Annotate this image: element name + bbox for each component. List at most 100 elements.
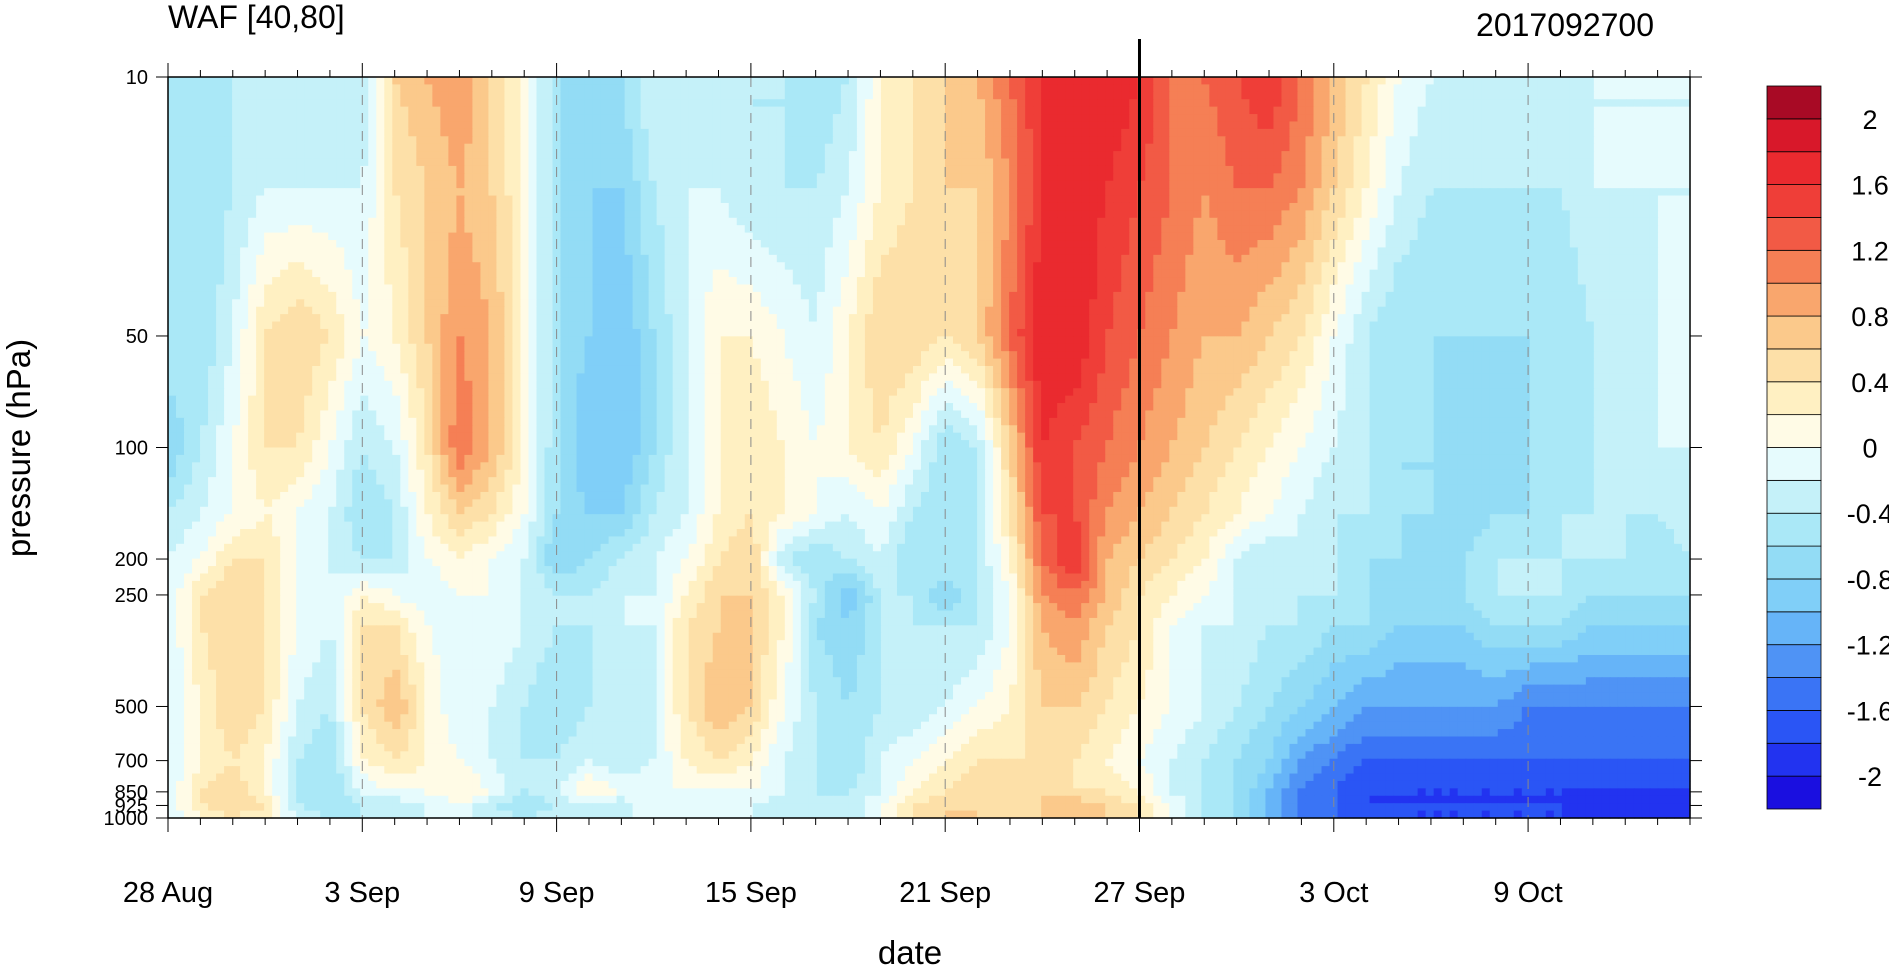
heatmap-cell — [1233, 99, 1243, 108]
heatmap-cell — [760, 165, 770, 174]
heatmap-cell — [784, 217, 794, 226]
heatmap-cell — [985, 232, 994, 241]
heatmap-cell — [1025, 165, 1034, 174]
heatmap-cell — [400, 106, 409, 115]
heatmap-cell — [736, 210, 746, 219]
heatmap-cell — [1041, 99, 1050, 108]
heatmap-cell — [977, 128, 986, 137]
heatmap-cell — [856, 202, 866, 211]
heatmap-cell — [1233, 165, 1243, 174]
heatmap-cell — [1409, 254, 1419, 263]
heatmap-cell — [368, 99, 377, 108]
heatmap-cell — [1273, 77, 1283, 86]
heatmap-cell — [1649, 158, 1659, 167]
heatmap-cell — [496, 240, 506, 249]
heatmap-cell — [608, 91, 618, 100]
heatmap-cell — [576, 247, 586, 256]
heatmap-cell — [1369, 136, 1379, 145]
heatmap-cell — [544, 269, 554, 278]
heatmap-cell — [1561, 114, 1571, 123]
heatmap-cell — [384, 91, 393, 100]
heatmap-cell — [520, 106, 530, 115]
heatmap-cell — [696, 99, 706, 108]
heatmap-cell — [408, 195, 417, 204]
heatmap-cell — [744, 217, 754, 226]
heatmap-cell — [520, 143, 530, 152]
heatmap-cell — [712, 232, 722, 241]
heatmap-cell — [480, 240, 490, 249]
heatmap-cell — [552, 84, 562, 93]
heatmap-cell — [504, 210, 514, 219]
heatmap-cell — [384, 77, 393, 86]
heatmap-cell — [1201, 240, 1210, 249]
heatmap-cell — [1129, 106, 1138, 115]
heatmap-cell — [736, 114, 746, 123]
heatmap-cell — [240, 114, 249, 123]
heatmap-cell — [528, 180, 538, 189]
heatmap-cell — [1609, 173, 1619, 182]
heatmap-cell — [536, 232, 546, 241]
heatmap-cell — [352, 202, 361, 211]
heatmap-cell — [504, 173, 514, 182]
heatmap-cell — [464, 254, 473, 263]
heatmap-cell — [440, 232, 449, 241]
heatmap-cell — [632, 106, 642, 115]
heatmap-cell — [456, 114, 465, 123]
heatmap-cell — [176, 173, 185, 182]
heatmap-cell — [568, 240, 578, 249]
heatmap-cell — [1025, 91, 1034, 100]
heatmap-cell — [448, 232, 457, 241]
heatmap-cell — [336, 195, 345, 204]
heatmap-cell — [1561, 262, 1571, 271]
heatmap-cell — [1569, 99, 1579, 108]
heatmap-cell — [1513, 128, 1523, 137]
heatmap-cell — [1313, 240, 1323, 249]
heatmap-cell — [1057, 254, 1066, 263]
heatmap-cell — [1601, 217, 1611, 226]
heatmap-cell — [1241, 180, 1251, 189]
heatmap-cell — [1257, 84, 1267, 93]
heatmap-cell — [416, 225, 425, 234]
heatmap-cell — [1281, 136, 1291, 145]
heatmap-cell — [1313, 99, 1323, 108]
heatmap-cell — [672, 136, 682, 145]
heatmap-cell — [1337, 151, 1347, 160]
heatmap-cell — [864, 188, 874, 197]
heatmap-cell — [1449, 247, 1459, 256]
heatmap-cell — [1265, 247, 1275, 256]
heatmap-cell — [600, 188, 610, 197]
heatmap-cell — [1409, 77, 1419, 86]
heatmap-cell — [784, 240, 794, 249]
heatmap-cell — [1625, 247, 1635, 256]
heatmap-cell — [1177, 173, 1186, 182]
heatmap-cell — [576, 143, 586, 152]
heatmap-cell — [1521, 173, 1531, 182]
heatmap-cell — [1185, 99, 1194, 108]
heatmap-cell — [712, 143, 722, 152]
heatmap-cell — [1001, 173, 1010, 182]
heatmap-cell — [320, 114, 329, 123]
heatmap-cell — [1185, 143, 1194, 152]
heatmap-cell — [929, 106, 938, 115]
heatmap-cell — [840, 240, 850, 249]
heatmap-cell — [985, 165, 994, 174]
heatmap-cell — [1049, 180, 1058, 189]
heatmap-cell — [1593, 84, 1603, 93]
heatmap-cell — [1649, 151, 1659, 160]
heatmap-cell — [656, 77, 666, 86]
heatmap-cell — [1449, 114, 1459, 123]
heatmap-cell — [624, 173, 634, 182]
heatmap-cell — [1369, 151, 1379, 160]
heatmap-cell — [232, 165, 241, 174]
heatmap-cell — [920, 210, 930, 219]
heatmap-cell — [1401, 210, 1411, 219]
heatmap-cell — [504, 217, 514, 226]
heatmap-cell — [376, 202, 385, 211]
heatmap-cell — [1457, 84, 1467, 93]
heatmap-cell — [432, 217, 441, 226]
heatmap-cell — [816, 195, 826, 204]
heatmap-cell — [240, 77, 249, 86]
heatmap-cell — [800, 210, 810, 219]
heatmap-cell — [912, 210, 922, 219]
heatmap-cell — [880, 114, 890, 123]
